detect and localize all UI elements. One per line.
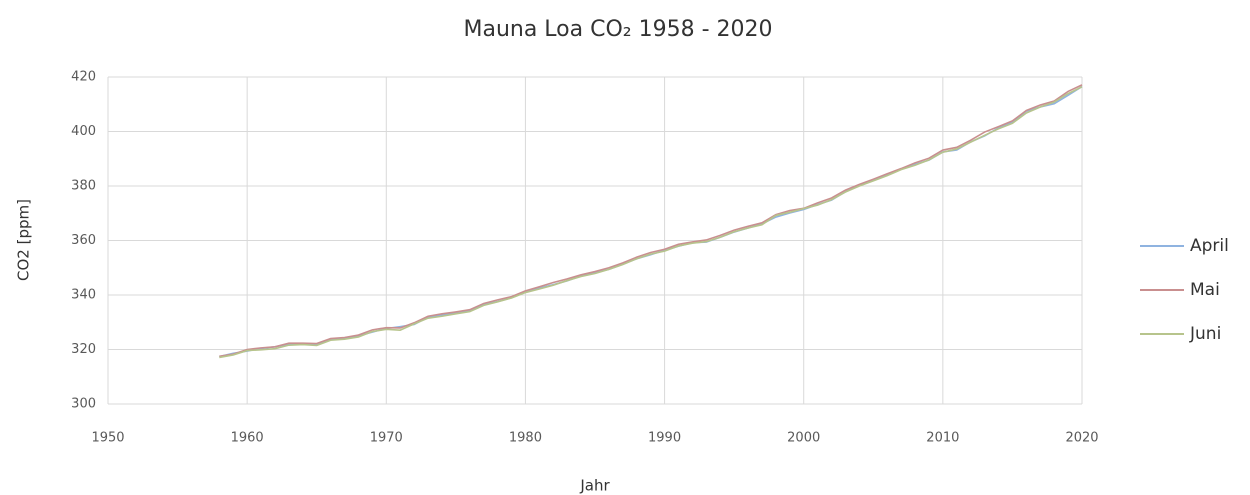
x-tick-label: 1950 xyxy=(91,431,124,446)
x-tick-label: 1990 xyxy=(648,431,681,446)
y-tick-label: 340 xyxy=(71,288,96,303)
data-line xyxy=(219,84,1083,358)
x-tick-label: 1970 xyxy=(370,431,403,446)
x-tick-label: 1980 xyxy=(509,431,542,446)
x-tick-label: 2020 xyxy=(1065,431,1098,446)
legend-label: April xyxy=(1190,236,1229,256)
data-line xyxy=(219,86,1083,359)
y-tick-label: 400 xyxy=(71,124,96,139)
y-tick-label: 300 xyxy=(71,397,96,412)
x-axis-label: Jahr xyxy=(579,477,610,495)
data-line xyxy=(219,85,1083,358)
chart-title: Mauna Loa CO₂ 1958 - 2020 xyxy=(463,17,772,42)
y-tick-label: 380 xyxy=(71,179,96,194)
x-tick-label: 2010 xyxy=(926,431,959,446)
y-tick-label: 360 xyxy=(71,233,96,248)
y-axis-label: CO2 [ppm] xyxy=(15,199,33,281)
x-tick-label: 2000 xyxy=(787,431,820,446)
legend-label: Juni xyxy=(1189,324,1221,344)
legend-label: Mai xyxy=(1190,280,1220,300)
x-tick-label: 1960 xyxy=(231,431,264,446)
y-tick-label: 420 xyxy=(71,70,96,85)
y-tick-label: 320 xyxy=(71,342,96,357)
